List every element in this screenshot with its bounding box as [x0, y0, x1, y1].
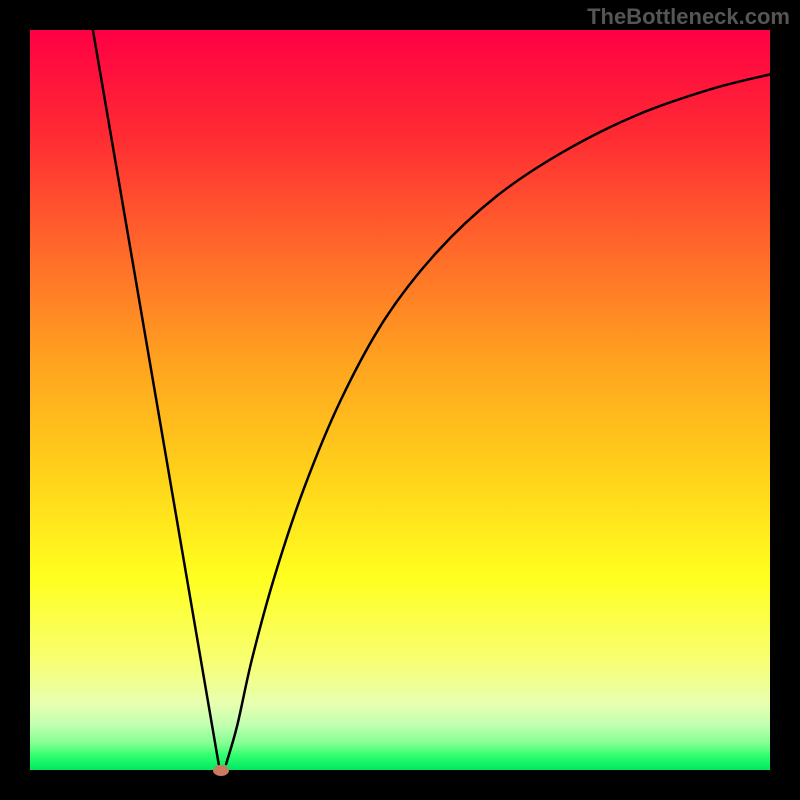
bottleneck-curve [30, 30, 770, 770]
chart-container: TheBottleneck.com [0, 0, 800, 800]
optimal-point-marker [213, 765, 229, 776]
watermark-text: TheBottleneck.com [587, 4, 790, 30]
plot-area [30, 30, 770, 770]
